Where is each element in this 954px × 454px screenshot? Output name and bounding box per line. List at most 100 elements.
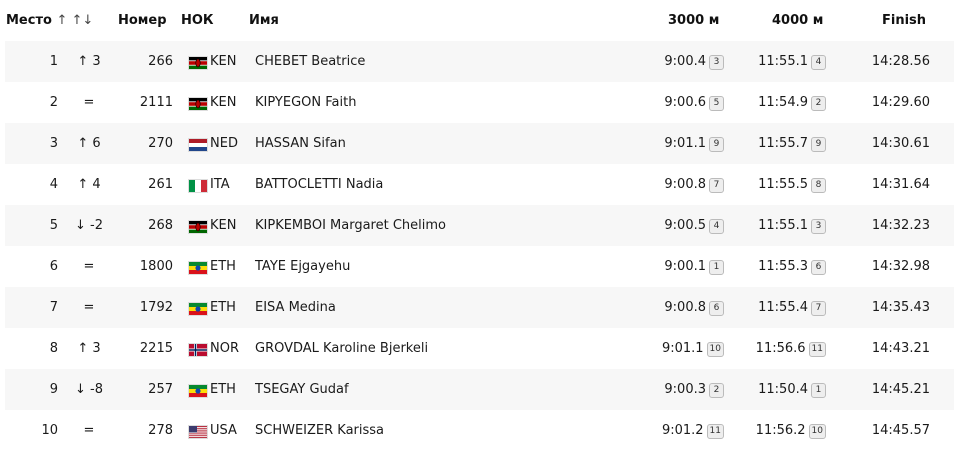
sort-icons[interactable]: ↑ ↑↓ (56, 13, 94, 28)
italy-flag-icon (188, 179, 208, 193)
athlete-name-link[interactable]: TSEGAY Gudaf (255, 382, 349, 397)
split-4000-time: 11:56.2 (755, 423, 806, 438)
split-4000-cell: 11:50.4 1 (716, 382, 826, 398)
finish-time-cell: 14:43.21 (871, 341, 930, 356)
table-body: 1 ↑ 3 266 KEN CHEBET Beatrice 9:00.4 3 11:55.1 4… (0, 41, 954, 451)
bib-number-cell: 270 (148, 136, 173, 151)
rank-change-cell: = (83, 259, 95, 274)
split-3000-cell: 9:01.2 11 (620, 423, 724, 439)
row-background (5, 369, 954, 410)
noc-cell: KEN (210, 54, 237, 69)
noc-cell: USA (210, 423, 237, 438)
table-row[interactable]: 8 ↑ 3 2215 NOR GROVDAL Karoline Bjerkeli 9:01… (0, 328, 954, 369)
table-row[interactable]: 2 = 2111 KEN KIPYEGON Faith 9:00.6 5 11:54.9 2 14… (0, 82, 954, 123)
kenya-flag-icon (188, 97, 208, 111)
rank-change-cell: = (83, 95, 95, 110)
bib-number-cell: 278 (148, 423, 173, 438)
split-3000-cell: 9:01.1 9 (620, 136, 724, 152)
rank-cell: 1 (49, 54, 58, 69)
table-row[interactable]: 6 = 1800 ETH TAYE Ejgayehu 9:00.1 1 11:55.3 6 14:… (0, 246, 954, 287)
athlete-name-link[interactable]: GROVDAL Karoline Bjerkeli (255, 341, 429, 356)
rank-change-cell: ↑ 6 (77, 136, 101, 151)
split-4000-time: 11:54.9 (758, 95, 808, 110)
noc-cell: ITA (210, 177, 230, 192)
split-4000-time: 11:55.3 (758, 259, 808, 274)
split-3000-place-badge: 9 (709, 137, 724, 152)
split-4000-time: 11:55.1 (758, 218, 808, 233)
noc-cell: KEN (210, 95, 237, 110)
split-4000-place-badge: 9 (811, 137, 826, 152)
bib-number-cell: 257 (148, 382, 173, 397)
split-4000-cell: 11:55.7 9 (716, 136, 826, 152)
table-row[interactable]: 1 ↑ 3 266 KEN CHEBET Beatrice 9:00.4 3 11:55.1 4… (0, 41, 954, 82)
split-4000-time: 11:55.1 (758, 54, 808, 69)
finish-header[interactable]: Finish (882, 13, 927, 28)
split-4000-time: 11:55.5 (758, 177, 808, 192)
noc-header[interactable]: НОК (181, 13, 214, 28)
athlete-name-link[interactable]: KIPKEMBOI Margaret Chelimo (255, 218, 447, 233)
table-row[interactable]: 4 ↑ 4 261 ITA BATTOCLETTI Nadia 9:00.8 7 11:55.… (0, 164, 954, 205)
rank-change-cell: ↑ 4 (77, 177, 101, 192)
split-3000-cell: 9:00.3 2 (620, 382, 724, 398)
table-row[interactable]: 9 ↓ -8 257 ETH TSEGAY Gudaf 9:00.3 2 11:50.4 1 14… (0, 369, 954, 410)
name-header[interactable]: Имя (249, 13, 279, 28)
split-4000-cell: 11:54.9 2 (716, 95, 826, 111)
split-3000-time: 9:01.1 (661, 341, 704, 356)
rank-cell: 8 (49, 341, 58, 356)
table-row[interactable]: 5 ↓ -2 268 KEN KIPKEMBOI Margaret Chelimo 9:0… (0, 205, 954, 246)
athlete-name-link[interactable]: TAYE Ejgayehu (255, 259, 351, 274)
split-3000-place-badge: 2 (709, 383, 724, 398)
split-3000-cell: 9:01.1 10 (620, 341, 724, 357)
athlete-name-link[interactable]: BATTOCLETTI Nadia (255, 177, 384, 192)
rank-cell: 7 (49, 300, 58, 315)
split-4000-cell: 11:55.4 7 (716, 300, 826, 316)
rank-cell: 6 (49, 259, 58, 274)
split-3000-cell: 9:00.4 3 (620, 54, 724, 70)
split-4000-place-badge: 6 (811, 260, 826, 275)
athlete-name-link[interactable]: CHEBET Beatrice (255, 54, 366, 69)
rank-change-cell: ↑ 3 (77, 341, 101, 356)
table-header: Место ↑ ↑↓ Номер НОК Имя 3000 м 4000 м F… (0, 0, 954, 41)
split-3000-cell: 9:00.8 7 (620, 177, 724, 193)
athlete-name-link[interactable]: EISA Medina (255, 300, 336, 315)
split-4000-place-badge: 4 (811, 55, 826, 70)
table-row[interactable]: 7 = 1792 ETH EISA Medina 9:00.8 6 11:55.4 7 14:35… (0, 287, 954, 328)
finish-time-cell: 14:31.64 (871, 177, 930, 192)
ethiopia-flag-icon (188, 302, 208, 316)
split-4000-header[interactable]: 4000 м (772, 13, 824, 28)
split-4000-time: 11:50.4 (758, 382, 808, 397)
athlete-name-link[interactable]: SCHWEIZER Karissa (255, 423, 385, 438)
row-background (5, 287, 954, 328)
netherlands-flag-icon (188, 138, 208, 152)
table-row[interactable]: 10 = 278 USA SCHWEIZER Karissa 9:01.2 11 11:56.… (0, 410, 954, 451)
split-3000-place-badge: 7 (709, 178, 724, 193)
split-3000-place-badge: 11 (706, 424, 724, 439)
rank-change-cell: ↑ 3 (77, 54, 101, 69)
split-4000-cell: 11:56.2 10 (716, 423, 826, 439)
split-4000-cell: 11:56.6 11 (716, 341, 826, 357)
split-3000-time: 9:00.8 (664, 177, 706, 192)
rank-cell: 4 (49, 177, 58, 192)
athlete-name-link[interactable]: KIPYEGON Faith (255, 95, 357, 110)
norway-flag-icon (188, 343, 208, 357)
split-3000-time: 9:01.2 (661, 423, 704, 438)
split-3000-place-badge: 4 (709, 219, 724, 234)
split-4000-place-badge: 1 (811, 383, 826, 398)
athlete-name-link[interactable]: HASSAN Sifan (255, 136, 346, 151)
split-4000-place-badge: 11 (808, 342, 826, 357)
split-3000-header[interactable]: 3000 м (668, 13, 720, 28)
number-header[interactable]: Номер (118, 13, 167, 28)
split-4000-place-badge: 7 (811, 301, 826, 316)
rank-header[interactable]: Место ↑ ↑↓ (6, 13, 93, 28)
rank-cell: 2 (49, 95, 58, 110)
split-3000-place-badge: 6 (709, 301, 724, 316)
table-row[interactable]: 3 ↑ 6 270 NED HASSAN Sifan 9:01.1 9 11:55.7 9 14:… (0, 123, 954, 164)
split-3000-place-badge: 3 (709, 55, 724, 70)
usa-flag-icon (188, 425, 208, 439)
split-3000-cell: 9:00.5 4 (620, 218, 724, 234)
ethiopia-flag-icon (188, 261, 208, 275)
split-3000-time: 9:00.8 (664, 300, 706, 315)
row-background (5, 123, 954, 164)
rank-cell: 3 (49, 136, 58, 151)
